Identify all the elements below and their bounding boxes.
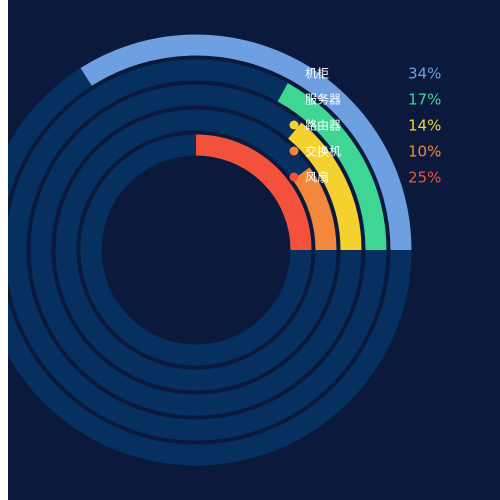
legend-marker-3[interactable] bbox=[289, 120, 299, 130]
legend-marker-4[interactable] bbox=[289, 146, 299, 156]
legend-marker-1[interactable] bbox=[289, 68, 299, 78]
radial-bar-chart: 机柜 34% 服务器 17% 路由器 14% 交换机 10% 风扇 25% bbox=[8, 34, 441, 466]
arc-series-2[interactable] bbox=[277, 83, 387, 251]
legend-marker-2[interactable] bbox=[289, 94, 299, 104]
legend-value-3: 14% bbox=[408, 117, 441, 135]
legend-label-3[interactable]: 路由器 bbox=[305, 118, 341, 133]
legend-label-1[interactable]: 机柜 bbox=[305, 67, 329, 81]
arc-series-5[interactable] bbox=[195, 134, 312, 251]
legend-label-4[interactable]: 交换机 bbox=[305, 144, 341, 159]
legend-value-1: 34% bbox=[408, 65, 441, 83]
legend-value-5: 25% bbox=[408, 169, 441, 187]
legend-value-4: 10% bbox=[408, 143, 441, 161]
chart-background: 机柜 34% 服务器 17% 路由器 14% 交换机 10% 风扇 25% bbox=[8, 0, 500, 500]
legend-marker-5[interactable] bbox=[289, 172, 299, 182]
legend-value-2: 17% bbox=[408, 91, 441, 109]
legend-label-5[interactable]: 风扇 bbox=[305, 170, 329, 185]
arc-series-4[interactable] bbox=[292, 167, 337, 251]
ring-track-4 bbox=[55, 109, 337, 391]
legend: 机柜 34% 服务器 17% 路由器 14% 交换机 10% 风扇 25% bbox=[289, 65, 441, 187]
legend-label-2[interactable]: 服务器 bbox=[305, 92, 341, 107]
arc-series-3[interactable] bbox=[287, 122, 362, 251]
